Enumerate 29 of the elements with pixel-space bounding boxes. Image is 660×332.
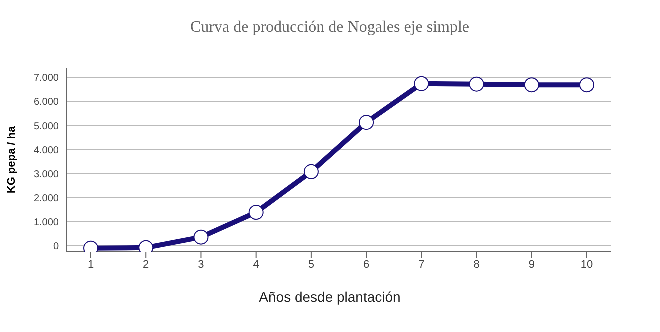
y-tick-label: 5.000: [34, 121, 60, 132]
chart-title: Curva de producción de Nogales eje simple: [189, 19, 471, 37]
y-tick-label: 3.000: [34, 169, 60, 180]
y-axis-title: KG pepa / ha: [6, 126, 18, 194]
y-tick-label: 0: [53, 242, 60, 253]
x-tick-label: 6: [363, 258, 370, 271]
point: [304, 164, 319, 180]
x-axis-title: Años desde plantación: [258, 289, 402, 305]
x-tick-label: 10: [580, 258, 594, 271]
point: [524, 78, 540, 93]
y-tick-label: 2.000: [34, 193, 60, 204]
x-tick-label: 8: [474, 258, 480, 271]
y-tick-label: 6.000: [34, 97, 60, 108]
point: [359, 115, 374, 130]
x-tick-label: 1: [88, 258, 94, 271]
point: [580, 78, 594, 93]
x-tick-label: 4: [253, 258, 260, 271]
x-tick-label: 7: [418, 258, 425, 271]
y-tick-label: 1.000: [34, 217, 60, 228]
point: [248, 205, 264, 220]
y-tick-label: 4.000: [34, 145, 60, 156]
x-tick-label: 2: [143, 258, 150, 271]
x-tick-label: 3: [198, 258, 204, 271]
point: [194, 230, 209, 245]
point: [414, 76, 430, 92]
y-tick-label: 7.000: [34, 73, 60, 84]
x-tick-label: 9: [528, 258, 535, 271]
point: [469, 76, 484, 92]
x-tick-label: 5: [308, 258, 315, 271]
